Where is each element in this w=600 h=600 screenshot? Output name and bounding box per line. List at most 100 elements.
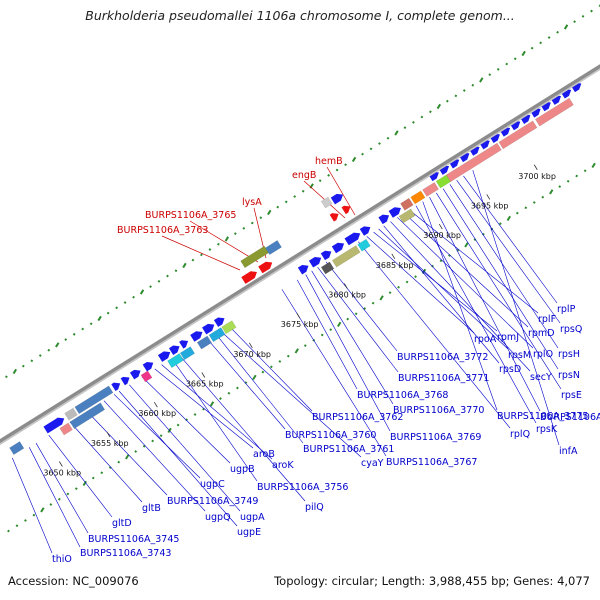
gene-arrow [344, 232, 361, 246]
bottom-gene-label: infA [559, 446, 578, 457]
leader-line [103, 400, 206, 512]
ring-dot [505, 62, 509, 66]
ring-dot [30, 359, 34, 363]
leader-line [48, 434, 113, 518]
ring-dot [250, 221, 254, 225]
bottom-gene-label: aroB [253, 449, 275, 460]
leader-line [305, 274, 391, 432]
bottom-gene-label: rpoA [474, 334, 497, 345]
leader-line [213, 331, 304, 444]
ring-dot [498, 222, 502, 226]
bottom-gene-label: BURPS1106A_3769 [390, 432, 481, 443]
ring-dot [269, 365, 273, 369]
leader-line [422, 201, 498, 411]
ring-dot [405, 280, 409, 284]
gene-block [422, 181, 439, 197]
map-title: Burkholderia pseudomallei 1106a chromoso… [85, 8, 515, 23]
leader-line [28, 447, 81, 548]
ring-dot [524, 206, 528, 210]
ring-dot [242, 226, 246, 230]
gene-arrow [330, 193, 344, 205]
kbp-tick-label: 3690 kbp [423, 231, 461, 240]
ring-dot [81, 327, 85, 331]
bottom-gene-label: ugpQ [205, 512, 231, 523]
leader-line [154, 368, 254, 449]
gene-arrow [297, 265, 309, 275]
leader-line [35, 442, 89, 534]
gene-block [74, 385, 114, 415]
ring-dot [89, 322, 93, 326]
ring-dot [209, 401, 215, 407]
ring-dot [236, 386, 239, 390]
bottom-gene-label: rpsN [558, 370, 580, 381]
gene-arrow [190, 331, 203, 342]
bottom-gene-labels: thiO BURPS1106A_3743 BURPS1106A_3745 gltD gl… [52, 304, 600, 565]
bottom-gene-label: BURPS1106A_3761 [303, 444, 394, 455]
ring-dot [556, 30, 559, 34]
ring-dot [346, 317, 350, 321]
gene-block [196, 335, 212, 350]
backbone-shadow [0, 68, 600, 445]
leader-line [161, 235, 241, 271]
kbp-tick-mark [248, 342, 253, 349]
top-gene-label: BURPS1106A_3763 [117, 225, 208, 236]
ring-dot [259, 216, 263, 220]
ring-dot [115, 306, 118, 310]
bottom-gene-label: BURPS1106A_3762 [312, 412, 403, 423]
leader-line [218, 328, 362, 458]
ring-dot [66, 492, 70, 496]
ring-dot [575, 174, 579, 178]
bottom-gene-label: BURPS1106A_3776 [540, 412, 600, 423]
ring-dot [369, 147, 373, 151]
ring-dot [200, 253, 203, 257]
ring-dot [403, 126, 407, 130]
ring-dot [462, 89, 466, 92]
ring-dot [185, 418, 188, 422]
ring-dot [371, 301, 375, 305]
ring-dot [217, 242, 220, 246]
ring-dot [12, 368, 18, 375]
kbp-tick-mark [486, 194, 491, 200]
gene-block [320, 196, 333, 209]
ring-dot [193, 413, 197, 416]
kbp-tick-mark [391, 253, 396, 259]
bottom-gene-label: ugpA [240, 512, 265, 523]
ring-dot [149, 285, 152, 288]
gene-block [265, 240, 282, 255]
gene-arrow [129, 369, 141, 380]
gene-block [59, 422, 73, 436]
kbp-tick-label: 3695 kbp [471, 201, 509, 210]
ring-dot [74, 487, 78, 491]
bottom-gene-label: BURPS1106A_3767 [386, 457, 477, 468]
leader-line [463, 175, 558, 304]
leader-line [129, 384, 241, 512]
ring-dot [106, 311, 110, 315]
leader-line [449, 184, 559, 349]
gene-arrow [331, 242, 345, 254]
leader-line [171, 358, 258, 482]
ring-dot [227, 391, 231, 395]
bottom-gene-label: rpsM [508, 350, 531, 361]
bottom-gene-label: rpmJ [497, 332, 519, 343]
ring-dot [159, 434, 163, 438]
gene-block [445, 142, 502, 183]
bottom-gene-label: ugpB [230, 464, 255, 475]
ring-dot [166, 274, 169, 278]
gene-arrow [341, 205, 351, 215]
inner-dotted-ring [7, 162, 596, 533]
ring-dot [471, 83, 475, 87]
summary-text: Topology: circular; Length: 3,988,455 bp… [274, 574, 590, 588]
ring-dot [117, 460, 121, 464]
ring-dot [208, 248, 212, 251]
bottom-gene-label: BURPS1106A_3771 [398, 373, 489, 384]
gene-arrow [320, 250, 332, 261]
ring-dot [108, 466, 112, 469]
ring-dot [64, 338, 68, 341]
bottom-gene-label: ugpC [200, 479, 225, 490]
ring-dot [488, 73, 492, 77]
leader-line [429, 197, 541, 412]
ring-dot [286, 354, 290, 358]
leader-line [442, 188, 559, 370]
ring-dot [329, 328, 333, 332]
ring-dot [293, 195, 297, 198]
